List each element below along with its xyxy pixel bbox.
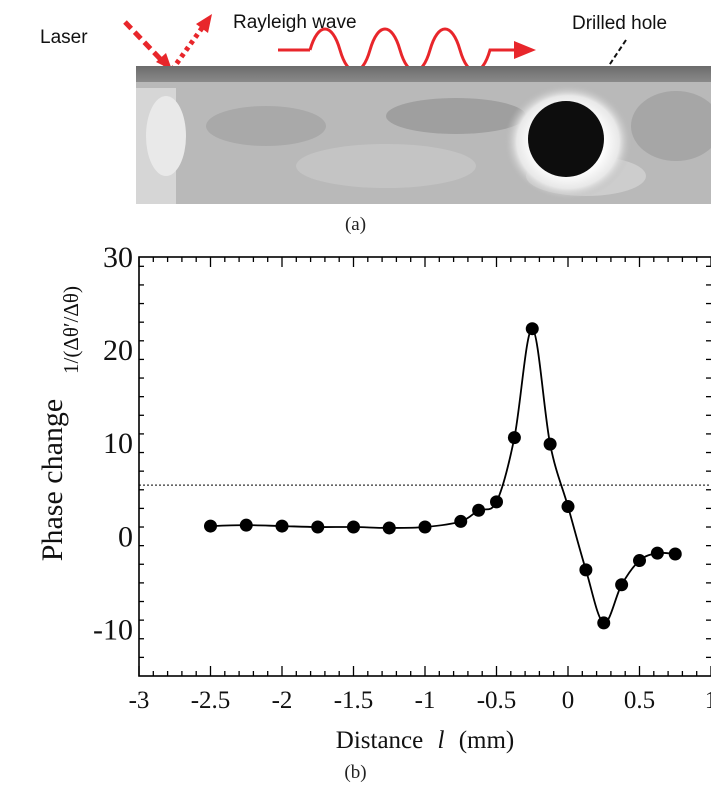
x-tick-label: 1 <box>705 687 711 714</box>
y-tick-label: 20 <box>103 334 133 367</box>
data-point <box>347 520 360 534</box>
x-tick-label: -2 <box>272 687 293 714</box>
laser-label: Laser <box>40 27 88 48</box>
drilled-hole-label: Drilled hole <box>572 13 668 34</box>
data-point <box>507 431 521 445</box>
data-point <box>490 495 503 509</box>
y-tick-label: 0 <box>118 520 133 553</box>
plot-frame <box>138 256 711 677</box>
y-axis-label-text: Phase change <box>36 399 69 561</box>
x-tick-label: 0.5 <box>624 687 655 714</box>
phase-change-chart: -3 -2.5 -2 -1.5 -1 -0.5 0 0.5 1 -10 0 10 20 30 Dista… <box>36 241 711 754</box>
data-point <box>239 518 253 532</box>
points-layer <box>204 322 682 630</box>
x-tick-label: -3 <box>129 687 150 714</box>
data-point <box>543 437 557 451</box>
x-axis-label: Distance l (mm) <box>336 727 514 754</box>
y-axis-formula-text: 1/(Δθ′/Δθ) <box>59 286 83 374</box>
data-point <box>633 554 646 568</box>
laser-incident-arrow-icon <box>123 20 172 70</box>
data-point <box>275 519 289 533</box>
data-point <box>472 503 486 517</box>
panel-a-caption: (a) <box>344 214 367 235</box>
y-tick-label: 10 <box>103 427 133 460</box>
y-axis-label: Phase change <box>36 399 69 561</box>
data-point <box>204 519 217 533</box>
data-point <box>650 546 664 560</box>
data-point <box>311 520 325 534</box>
rayleigh-wave-arrow-icon <box>278 27 536 73</box>
data-point <box>525 322 539 336</box>
laser-reflected-arrow-icon <box>169 14 212 72</box>
data-point <box>454 514 468 528</box>
data-point <box>579 563 593 577</box>
x-tick-labels: -3 -2.5 -2 -1.5 -1 -0.5 0 0.5 1 <box>129 687 711 714</box>
data-point <box>597 616 611 630</box>
data-point <box>668 547 682 561</box>
fitted-curve <box>210 327 676 624</box>
specimen-photo <box>136 66 711 204</box>
data-point <box>382 521 396 535</box>
y-tick-labels: -10 0 10 20 30 <box>93 241 133 646</box>
y-tick-label: 30 <box>103 241 133 274</box>
y-axis-formula: 1/(Δθ′/Δθ) <box>59 286 83 374</box>
x-tick-label: -2.5 <box>191 687 231 714</box>
x-axis-label-unit: (mm) <box>459 727 515 754</box>
data-point <box>418 520 432 534</box>
data-point <box>615 578 629 592</box>
y-tick-label: -10 <box>93 613 133 646</box>
panel-b-caption: (b) <box>344 762 367 783</box>
data-point <box>561 500 575 514</box>
x-tick-label: -1.5 <box>334 687 374 714</box>
x-tick-label: -1 <box>415 687 436 714</box>
x-axis-label-prefix: Distance <box>336 727 423 754</box>
x-tick-label: 0 <box>562 687 575 714</box>
ticks-layer <box>138 257 711 676</box>
x-axis-label-var: l <box>437 727 444 754</box>
x-tick-label: -0.5 <box>477 687 517 714</box>
